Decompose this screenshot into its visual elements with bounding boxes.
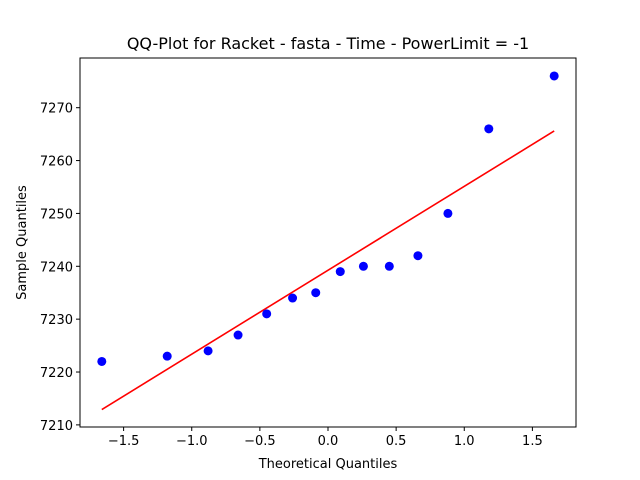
x-axis-label: Theoretical Quantiles: [258, 457, 398, 472]
chart-title: QQ-Plot for Racket - fasta - Time - Powe…: [127, 34, 529, 53]
points-group: [97, 71, 559, 366]
data-point: [549, 71, 559, 81]
data-point: [413, 251, 423, 261]
y-tick-label: 7250: [40, 207, 73, 222]
y-tick-label: 7220: [40, 366, 73, 381]
y-tick-label: 7240: [40, 260, 73, 275]
data-point: [162, 351, 172, 361]
fit-line-group: [101, 130, 555, 411]
fit-line: [101, 130, 555, 411]
x-tick-label: 1.0: [454, 434, 475, 449]
data-point: [262, 309, 272, 319]
y-tick-label: 7270: [40, 102, 73, 117]
data-point: [288, 293, 298, 303]
data-point: [311, 288, 321, 298]
x-tick-label: −0.5: [244, 434, 276, 449]
x-tick-label: −1.0: [176, 434, 208, 449]
data-point: [484, 124, 494, 134]
x-tick-label: 1.5: [522, 434, 543, 449]
x-axis: −1.5 −1.0 −0.5 0.0 0.5 1.0 1.5: [108, 427, 543, 449]
x-tick-label: 0.5: [386, 434, 407, 449]
data-point: [233, 330, 243, 340]
data-point: [97, 356, 107, 366]
y-tick-label: 7230: [40, 313, 73, 328]
y-axis-label: Sample Quantiles: [15, 185, 30, 300]
x-tick-label: 0.0: [318, 434, 339, 449]
data-point: [335, 267, 345, 277]
data-point: [358, 261, 368, 271]
x-tick-label: −1.5: [108, 434, 140, 449]
data-point: [443, 208, 453, 218]
y-tick-label: 7210: [40, 419, 73, 434]
data-point: [203, 346, 213, 356]
plot-area-frame: [79, 57, 577, 428]
data-point: [384, 261, 394, 271]
y-tick-label: 7260: [40, 155, 73, 170]
y-axis: 7210 7220 7230 7240 7250 7260 7270: [40, 102, 80, 434]
